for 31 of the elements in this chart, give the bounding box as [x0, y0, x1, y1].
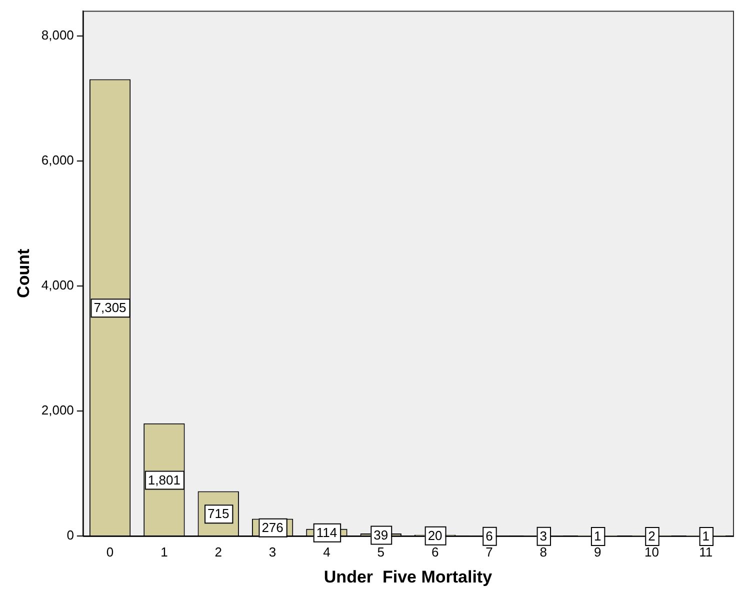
data-label: 276: [262, 520, 284, 535]
x-tick-label: 11: [699, 544, 713, 560]
data-label: 39: [374, 527, 388, 542]
data-label: 20: [428, 528, 442, 543]
y-axis-title: Count: [14, 248, 33, 298]
x-tick-label: 0: [106, 544, 114, 560]
y-tick-label: 8,000: [41, 27, 74, 42]
x-axis-title: Under Five Mortality: [324, 567, 493, 586]
x-tick-label: 10: [644, 544, 659, 560]
data-label: 1,801: [148, 472, 180, 488]
x-tick-label: 7: [486, 544, 493, 560]
data-label: 2: [648, 528, 656, 544]
data-label: 3: [540, 528, 548, 544]
data-label: 114: [316, 525, 338, 540]
x-tick-label: 6: [431, 544, 439, 560]
x-tick-label: 8: [540, 544, 548, 560]
x-tick-label: 3: [268, 544, 276, 560]
data-label: 6: [486, 528, 493, 544]
y-tick-label: 2,000: [41, 402, 74, 418]
x-tick-label: 1: [160, 544, 168, 560]
x-tick-label: 4: [323, 544, 330, 560]
data-label: 715: [208, 506, 230, 522]
x-tick-label: 9: [594, 544, 602, 560]
data-label: 7,305: [94, 300, 126, 316]
x-tick-label: 5: [377, 544, 384, 560]
x-tick-label: 2: [214, 544, 222, 560]
data-label: 1: [702, 528, 710, 544]
data-label: 1: [594, 528, 602, 544]
y-tick-label: 4,000: [41, 277, 74, 292]
y-tick-label: 0: [66, 528, 74, 543]
y-tick-label: 6,000: [41, 152, 74, 168]
